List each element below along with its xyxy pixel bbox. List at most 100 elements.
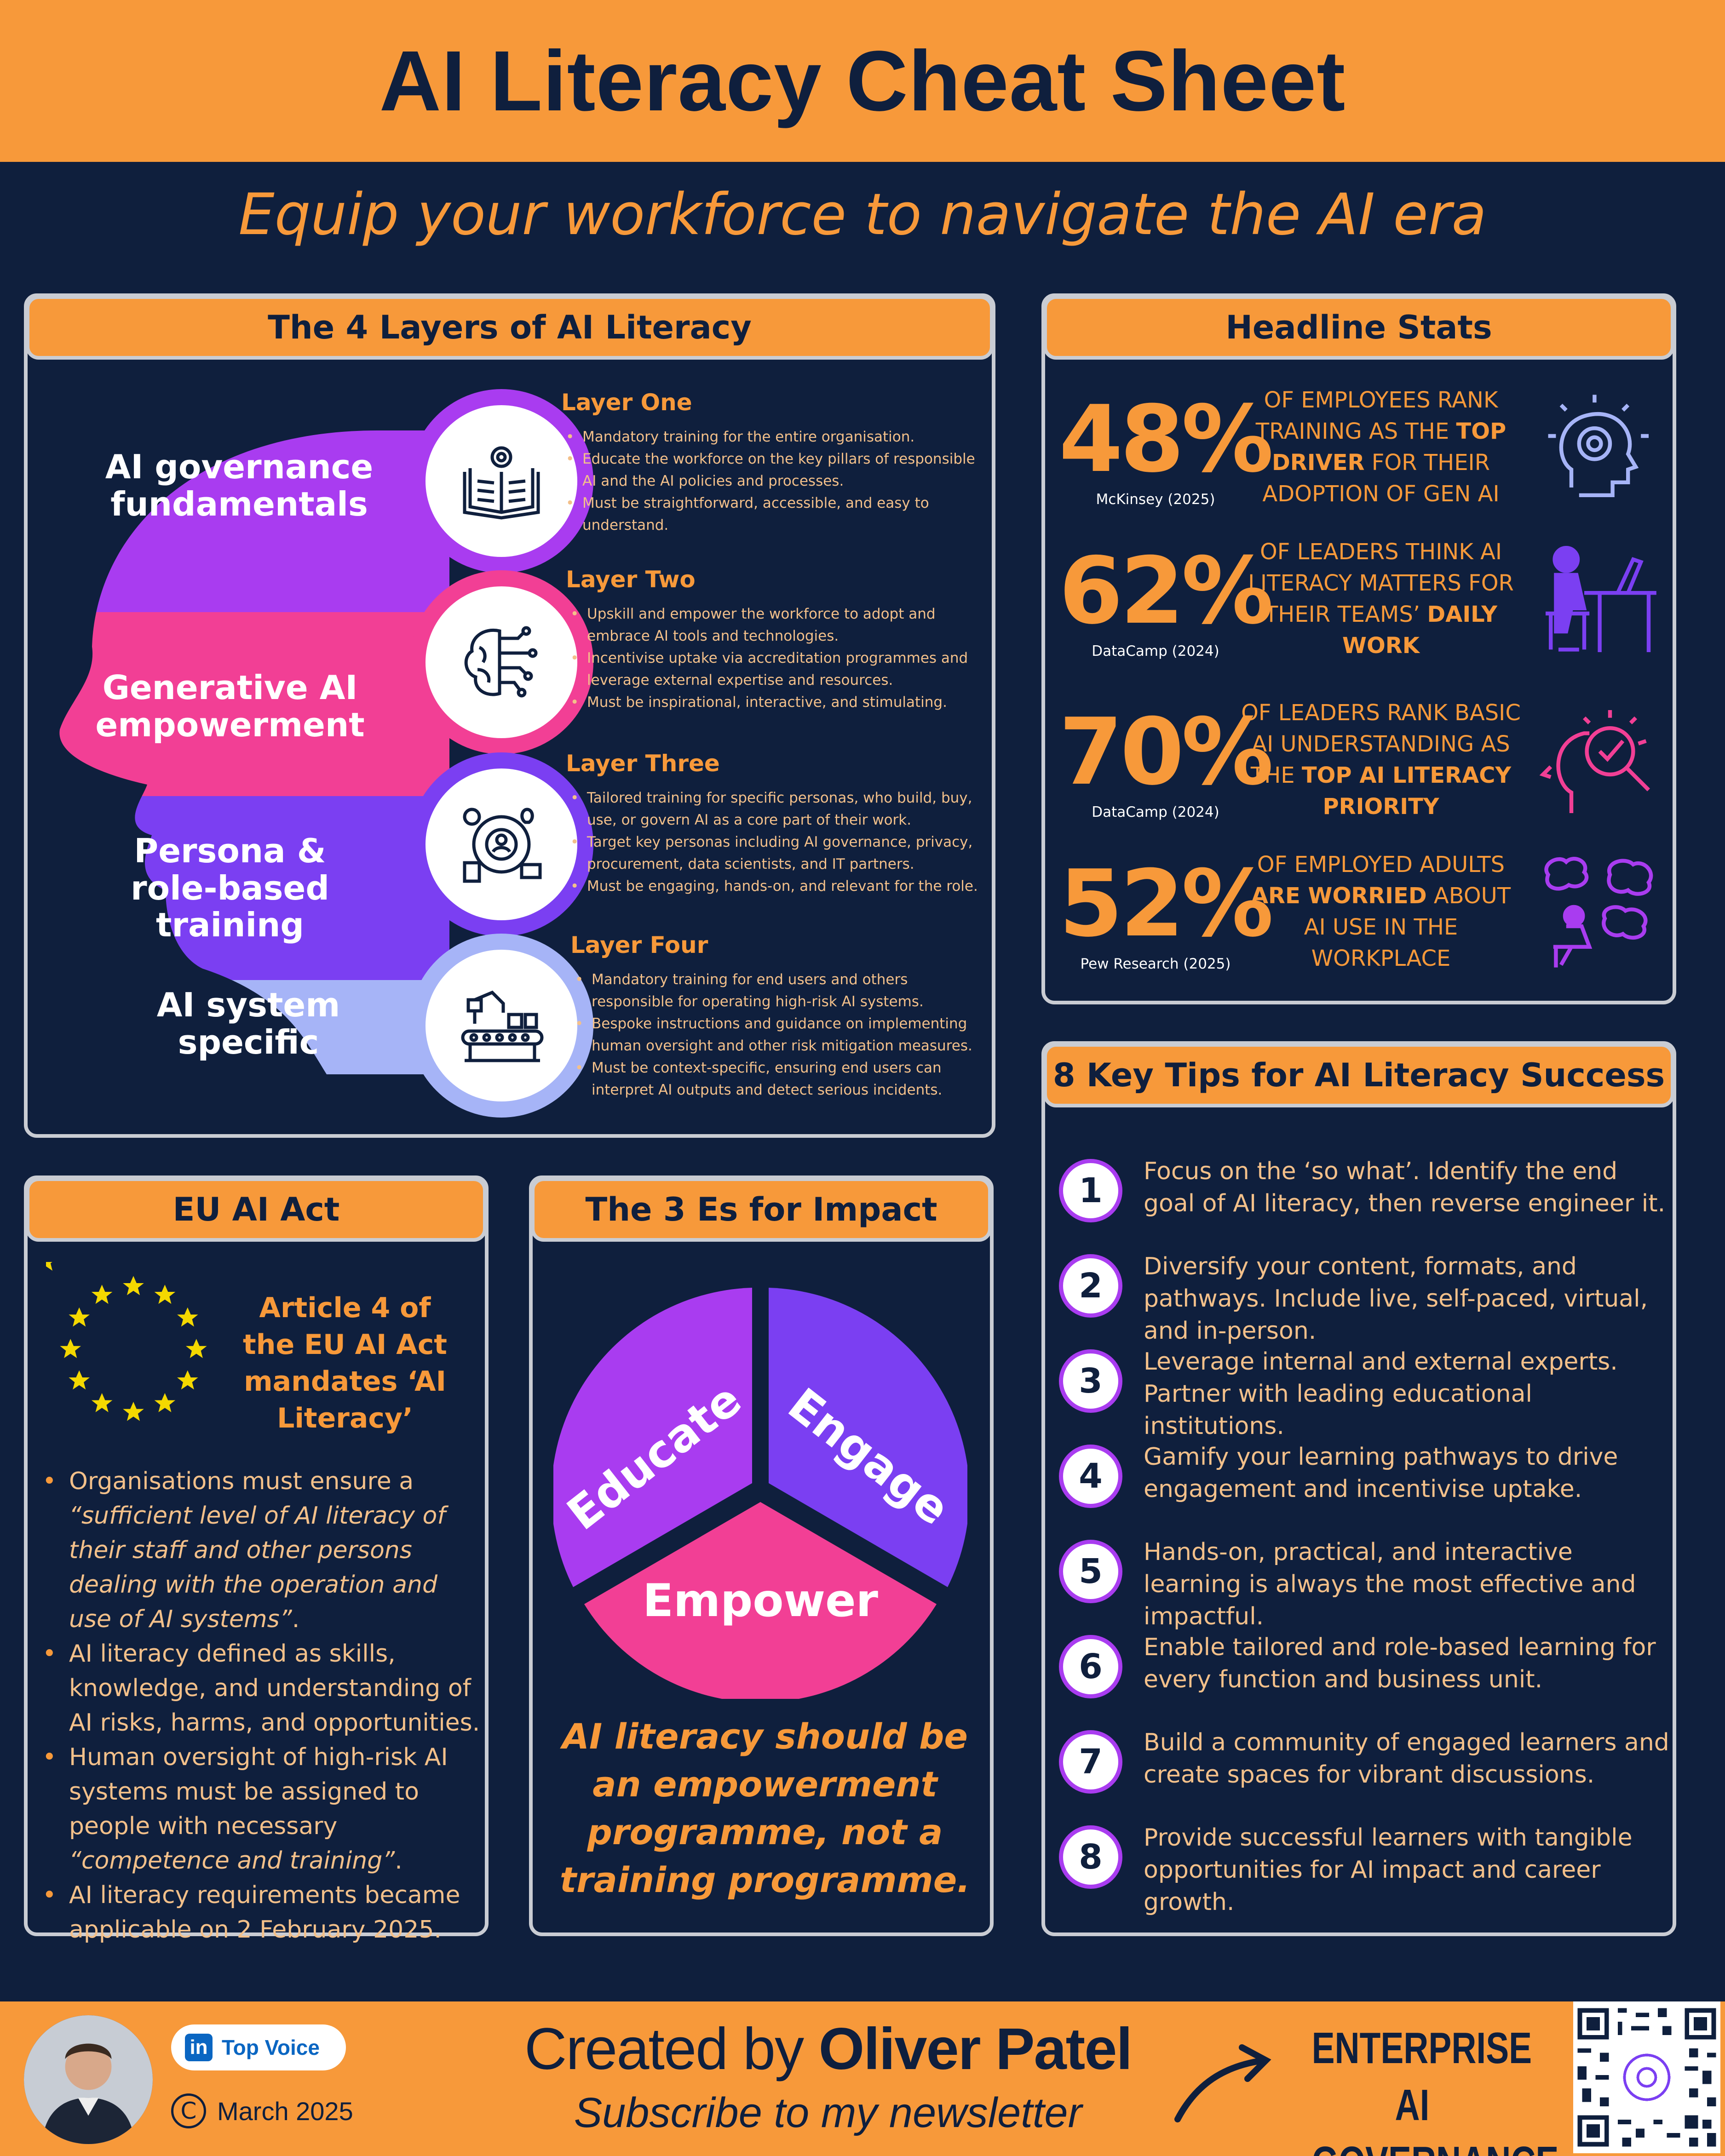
list-item: AI literacy requirements became applicab…	[37, 1878, 483, 1947]
list-item: Bespoke instructions and guidance on imp…	[570, 1013, 994, 1057]
tip-item: 7 Build a community of engaged learners a…	[1045, 1722, 1680, 1809]
layer-band-label-1: AI governance fundamentals	[105, 447, 374, 523]
tips-heading: 8 Key Tips for AI Literacy Success	[1052, 1056, 1665, 1094]
layers-heading: The 4 Layers of AI Literacy	[268, 309, 752, 346]
qr-code-icon[interactable]	[1573, 2001, 1720, 2153]
segment-label-empower: Empower	[643, 1575, 879, 1627]
stat-percent: 48%	[1059, 386, 1274, 493]
three-es-panel: The 3 Es for Impact Educate Engage Empow…	[529, 1175, 994, 1936]
head-gear-bulb-icon	[1548, 395, 1649, 497]
list-item: Organisations must ensure a “sufficient …	[37, 1464, 483, 1637]
page-subtitle: Equip your workforce to navigate the AI …	[238, 182, 1487, 248]
head-magnifier-icon	[1539, 710, 1650, 813]
tip-item: 5 Hands-on, practical, and interactive le…	[1045, 1531, 1680, 1630]
list-item: Target key personas including AI governa…	[566, 831, 989, 875]
tip-item: 8 Provide successful learners with tangib…	[1045, 1817, 1680, 1916]
stat-description: OF LEADERS RANK BASIC AI UNDERSTANDING A…	[1241, 700, 1521, 820]
stat-source: DataCamp (2024)	[1092, 643, 1219, 659]
layer-4-title: Layer Four	[570, 932, 708, 958]
es-heading: The 3 Es for Impact	[585, 1191, 937, 1228]
tip-number: 2	[1059, 1254, 1122, 1318]
stat-description: OF EMPLOYEES RANK TRAINING AS THE TOP DR…	[1255, 387, 1506, 507]
layer-1-title: Layer One	[561, 389, 692, 416]
list-item: Must be engaging, hands-on, and relevant…	[566, 875, 989, 897]
list-item: Must be straightforward, accessible, and…	[561, 492, 984, 536]
list-item: Upskill and empower the workforce to ado…	[566, 603, 989, 647]
stat-row-1: 48% McKinsey (2025) OF EMPLOYEES RANK TR…	[1045, 384, 1680, 536]
tip-text: Leverage internal and external experts. …	[1144, 1348, 1618, 1440]
tip-text: Build a community of engaged learners an…	[1144, 1729, 1669, 1789]
eu-panel-title: EU AI Act	[26, 1177, 487, 1242]
pie-segment-educate	[553, 1288, 752, 1587]
stat-percent: 70%	[1059, 699, 1274, 806]
arrow-icon	[1174, 2044, 1271, 2122]
stat-source: Pew Research (2025)	[1080, 956, 1231, 972]
tip-number: 5	[1059, 1540, 1122, 1603]
copyright: C March 2025	[171, 2093, 353, 2128]
eu-heading: EU AI Act	[172, 1191, 340, 1228]
person-at-desk-icon	[1546, 546, 1656, 652]
tip-item: 1 Focus on the ‘so what’. Identify the en…	[1045, 1151, 1680, 1238]
tip-number: 7	[1059, 1730, 1122, 1794]
stats-panel-title: Headline Stats	[1043, 295, 1674, 360]
layer-2-text: Layer Two Upskill and empower the workfo…	[566, 566, 989, 713]
tips-panel: 8 Key Tips for AI Literacy Success 1 Focu…	[1041, 1041, 1676, 1936]
three-es-pie: Educate Engage Empower	[553, 1288, 967, 1699]
tip-text: Focus on the ‘so what’. Identify the end…	[1144, 1158, 1666, 1217]
es-quote: AI literacy should be an empowerment pro…	[559, 1716, 971, 1900]
brain-circuit-icon	[426, 586, 577, 738]
stat-percent: 62%	[1059, 538, 1274, 645]
layer-band-label-2: Generative AI empowerment	[95, 668, 365, 744]
tip-item: 2 Diversify your content, formats, and pa…	[1045, 1246, 1680, 1345]
list-item: Must be inspirational, interactive, and …	[566, 691, 989, 713]
list-item: AI literacy defined as skills, knowledge…	[37, 1637, 483, 1740]
page-title: AI Literacy Cheat Sheet	[379, 33, 1346, 129]
tips-panel-title: 8 Key Tips for AI Literacy Success	[1043, 1043, 1674, 1107]
tip-text: Provide successful learners with tangibl…	[1144, 1824, 1633, 1916]
layer-band-label-4: AI system specific	[156, 986, 340, 1061]
list-item: Incentivise uptake via accreditation pro…	[566, 647, 989, 691]
tip-item: 3 Leverage internal and external experts.…	[1045, 1341, 1680, 1440]
layer-3-title: Layer Three	[566, 750, 720, 777]
stat-description: OF EMPLOYED ADULTS ARE WORRIED ABOUT AI …	[1251, 852, 1511, 971]
stat-source: McKinsey (2025)	[1096, 491, 1215, 508]
created-by: Created by Oliver Patel	[524, 2016, 1133, 2082]
tip-number: 6	[1059, 1635, 1122, 1698]
header-banner: AI Literacy Cheat Sheet	[0, 0, 1725, 162]
stat-source: DataCamp (2024)	[1092, 804, 1219, 820]
linkedin-icon: in	[185, 2034, 213, 2061]
eu-stars-icon	[46, 1262, 207, 1421]
tip-text: Gamify your learning pathways to drive e…	[1144, 1443, 1618, 1503]
layer-2-title: Layer Two	[566, 566, 696, 593]
linkedin-top-voice-badge[interactable]: in Top Voice	[171, 2024, 346, 2070]
list-item: Mandatory training for the entire organi…	[561, 426, 984, 448]
newsletter-link[interactable]: Subscribe to my newsletter	[574, 2089, 1082, 2136]
stat-percent: 52%	[1059, 850, 1274, 958]
layer-1-text: Layer One Mandatory training for the ent…	[561, 389, 984, 536]
layers-panel: The 4 Layers of AI Literacy AI governanc…	[24, 293, 995, 1138]
list-item: Human oversight of high-risk AI systems …	[37, 1740, 483, 1878]
tip-number: 4	[1059, 1445, 1122, 1508]
head-silhouette	[59, 430, 452, 1074]
stat-row-3: 70% DataCamp (2024) OF LEADERS RANK BASI…	[1045, 697, 1680, 849]
stats-heading: Headline Stats	[1225, 309, 1492, 346]
footer: in Top Voice C March 2025 Created by Oli…	[0, 2001, 1725, 2156]
pie-segment-engage	[769, 1288, 967, 1587]
stat-description: OF LEADERS THINK AI LITERACY MATTERS FOR…	[1248, 539, 1514, 659]
tip-text: Enable tailored and role-based learning …	[1144, 1634, 1656, 1693]
list-item: Must be context-specific, ensuring end u…	[570, 1057, 994, 1101]
pie-segment-empower	[584, 1502, 937, 1699]
copyright-date: March 2025	[217, 2096, 353, 2126]
es-panel-title: The 3 Es for Impact	[531, 1177, 992, 1242]
stat-row-4: 52% Pew Research (2025) OF EMPLOYED ADUL…	[1045, 849, 1680, 1001]
list-item: Tailored training for specific personas,…	[566, 787, 989, 831]
tip-number: 1	[1059, 1159, 1122, 1222]
list-item: Educate the workforce on the key pillars…	[561, 448, 984, 492]
layer-4-text: Layer Four Mandatory training for end us…	[570, 932, 994, 1101]
layer-band-label-3: Persona & role-based training	[131, 831, 329, 945]
tip-number: 3	[1059, 1349, 1122, 1413]
book-gear-icon	[426, 405, 577, 557]
stats-panel: Headline Stats 48% McKinsey (2025) OF EM…	[1041, 293, 1676, 1004]
badge-label: Top Voice	[222, 2036, 320, 2059]
